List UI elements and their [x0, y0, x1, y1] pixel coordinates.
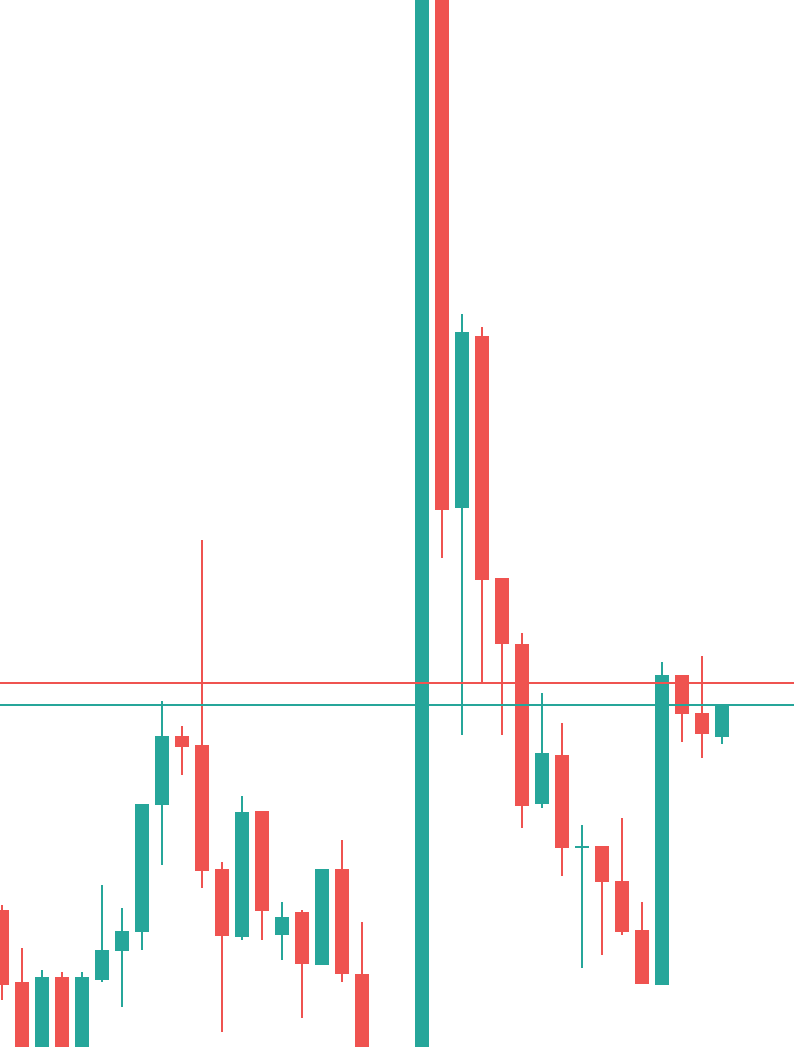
- candle-body: [415, 0, 429, 1047]
- candle-body: [455, 332, 469, 508]
- candle-body: [555, 755, 569, 848]
- candle-body: [315, 869, 329, 965]
- candle-body: [475, 336, 489, 580]
- candle-body: [195, 745, 209, 871]
- candle-body: [15, 982, 29, 1047]
- candle-body: [275, 917, 289, 935]
- candle-body: [235, 812, 249, 937]
- candle-body: [215, 869, 229, 936]
- candle-body: [575, 846, 589, 848]
- candle-body: [255, 811, 269, 911]
- candle-body: [355, 974, 369, 1047]
- candle-body: [595, 846, 609, 882]
- candle-body: [295, 912, 309, 964]
- candle-body: [55, 977, 69, 1047]
- candle-body: [695, 713, 709, 734]
- candle-body: [615, 881, 629, 932]
- candle-body: [535, 753, 549, 804]
- candle-body: [495, 578, 509, 644]
- candle-body: [675, 675, 689, 714]
- candle-body: [655, 675, 669, 985]
- candle-body: [175, 736, 189, 747]
- candle-body: [335, 869, 349, 974]
- candle-body: [135, 804, 149, 932]
- candle-body: [95, 950, 109, 980]
- candle-body: [435, 0, 449, 510]
- candle-body: [75, 977, 89, 1047]
- candle-body: [715, 705, 729, 737]
- candle-body: [115, 931, 129, 951]
- candle-body: [0, 910, 9, 985]
- candle-body: [155, 736, 169, 805]
- candle-body: [635, 930, 649, 984]
- candle-body: [35, 977, 49, 1047]
- candle-body: [515, 644, 529, 806]
